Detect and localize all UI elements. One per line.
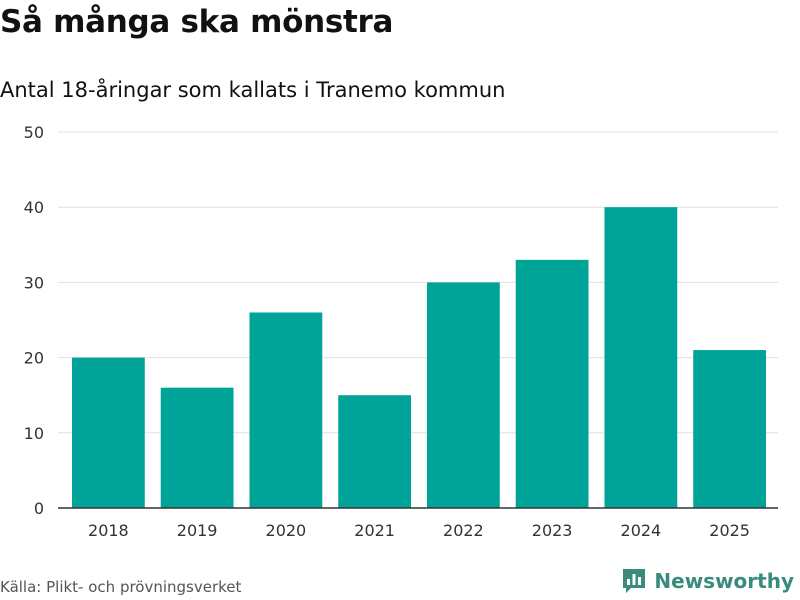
bar: [604, 207, 678, 508]
bar: [71, 357, 145, 508]
x-tick-label: 2025: [709, 521, 750, 540]
x-tick-label: 2021: [354, 521, 395, 540]
source-note: Källa: Plikt- och prövningsverket: [0, 578, 242, 596]
x-tick-label: 2023: [532, 521, 573, 540]
chart-subtitle: Antal 18-åringar som kallats i Tranemo k…: [0, 78, 506, 102]
y-tick-label: 50: [24, 123, 44, 142]
x-tick-label: 2024: [621, 521, 662, 540]
bar: [338, 395, 412, 508]
brand-logo[interactable]: Newsworthy: [622, 568, 794, 594]
y-tick-label: 30: [24, 273, 44, 292]
x-tick-label: 2019: [177, 521, 218, 540]
x-tick-label: 2020: [266, 521, 307, 540]
x-tick-label: 2022: [443, 521, 484, 540]
chart-title: Så många ska mönstra: [0, 4, 394, 40]
y-tick-label: 0: [34, 499, 44, 518]
y-tick-label: 10: [24, 424, 44, 443]
bar: [426, 282, 500, 508]
bar: [249, 312, 323, 508]
x-tick-label: 2018: [88, 521, 129, 540]
bar: [515, 259, 589, 508]
bar: [160, 387, 234, 508]
bar-chart-logo-icon: [623, 569, 646, 593]
brand-name: Newsworthy: [654, 569, 794, 593]
y-tick-label: 20: [24, 349, 44, 368]
y-tick-label: 40: [24, 198, 44, 217]
bar: [693, 350, 767, 508]
